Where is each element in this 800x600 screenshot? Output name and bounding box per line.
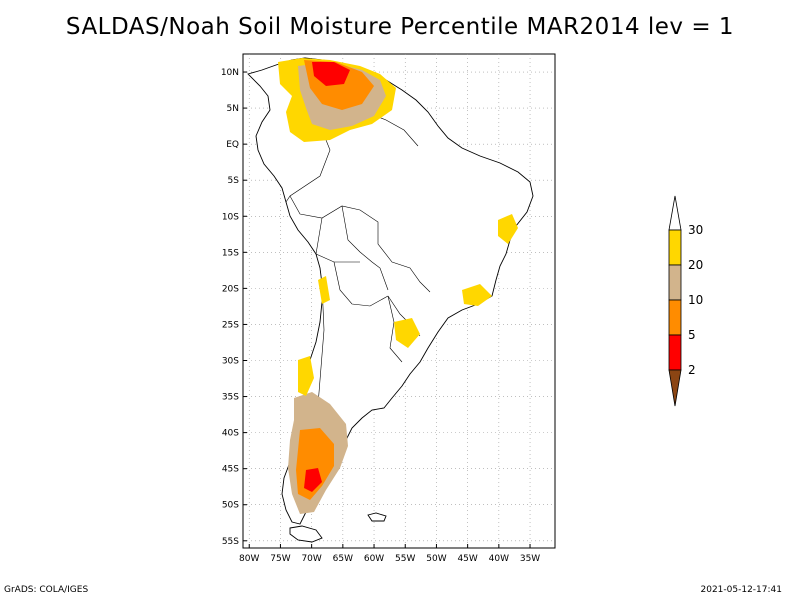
lat-tick-label: 35S — [222, 393, 239, 403]
colorbar-under-triangle — [668, 369, 682, 407]
lat-tick-label: 5N — [227, 104, 239, 114]
lon-tick-label: 70W — [301, 554, 321, 564]
lat-tick-label: 30S — [222, 356, 239, 366]
lon-tick-label: 50W — [426, 554, 446, 564]
lon-tick-label: 80W — [239, 554, 259, 564]
lat-tick-label: 15S — [222, 248, 239, 258]
tierra-del-fuego-outline — [289, 525, 323, 543]
fill-2-5-north — [312, 62, 350, 86]
lon-tick-label: 60W — [364, 554, 384, 564]
colorbar-label-5: 5 — [688, 328, 696, 342]
fill-20-30-brazil-east — [498, 214, 518, 244]
colorbar-bin-5-10 — [668, 299, 682, 336]
lat-tick-label: 20S — [222, 284, 239, 294]
falklands-outline — [367, 512, 387, 522]
colorbar-bin-2-5 — [668, 334, 682, 371]
lon-tick-label: 35W — [520, 554, 540, 564]
lat-tick-label: 5S — [228, 176, 240, 186]
lat-tick-label: EQ — [226, 140, 239, 150]
lat-tick-label: 50S — [222, 501, 239, 511]
fill-20-30-parana — [394, 318, 420, 348]
lat-tick-label: 10N — [221, 68, 239, 78]
colorbar-bin-20-30 — [668, 229, 682, 266]
lat-tick-label: 10S — [222, 212, 239, 222]
fill-20-30-andes-center — [318, 276, 330, 304]
fill-20-30-patagonia — [298, 356, 314, 396]
footer-right-timestamp: 2021-05-12-17:41 — [700, 585, 783, 595]
lon-tick-label: 75W — [270, 554, 290, 564]
map-title: SALDAS/Noah Soil Moisture Percentile MAR… — [65, 14, 735, 40]
colorbar-label-10: 10 — [688, 293, 703, 307]
axis-labels: 80W 75W 70W 65W 60W 55W 50W 45W 40W 35W 10N 5N EQ 5S 1… — [221, 68, 540, 564]
percentile-fill — [278, 58, 518, 514]
footer-left-credit: GrADS: COLA/IGES — [4, 585, 89, 595]
fill-2-5-patagonia — [304, 468, 322, 492]
colorbar-label-2: 2 — [688, 363, 696, 377]
lon-tick-label: 65W — [333, 554, 353, 564]
colorbar-over-triangle — [668, 195, 682, 231]
lat-tick-label: 55S — [222, 537, 239, 547]
lon-tick-label: 45W — [457, 554, 477, 564]
colorbar-label-20: 20 — [688, 258, 703, 272]
lon-tick-label: 55W — [395, 554, 415, 564]
lat-tick-label: 25S — [222, 320, 239, 330]
colorbar: 30 20 10 5 2 — [668, 195, 703, 407]
lat-tick-label: 40S — [222, 429, 239, 439]
lon-tick-label: 40W — [489, 554, 509, 564]
colorbar-bin-10-20 — [668, 264, 682, 301]
colorbar-label-30: 30 — [688, 223, 703, 237]
fill-20-30-brazil-southeast — [462, 284, 492, 306]
lat-tick-label: 45S — [222, 465, 239, 475]
